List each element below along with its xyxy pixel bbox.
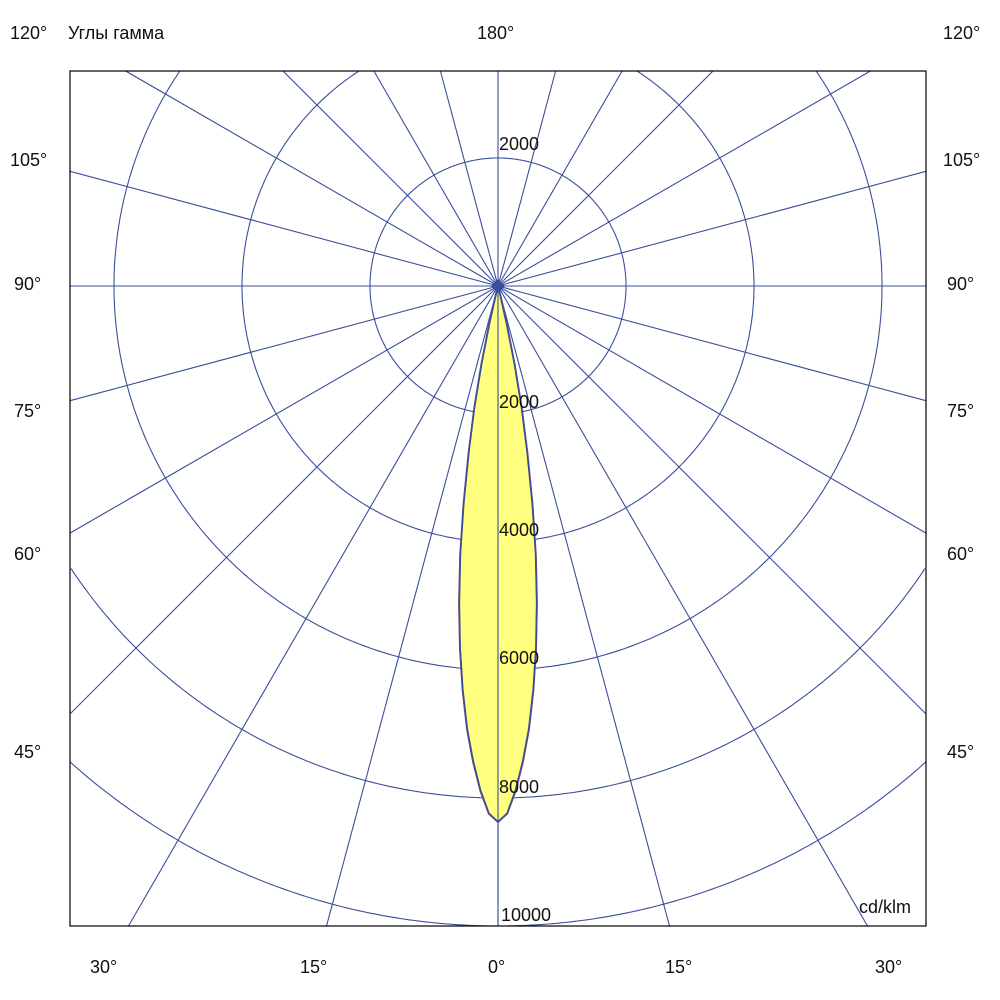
grid-spoke	[497, 170, 927, 287]
left-angle-label: 60°	[14, 544, 42, 564]
right-angle-label: 120°	[943, 23, 981, 43]
grid-spoke	[497, 70, 714, 287]
right-angle-label: 105°	[943, 150, 981, 170]
right-angle-label: 90°	[947, 274, 975, 294]
grid-spoke	[282, 70, 499, 287]
grid-spoke	[439, 70, 499, 287]
bottom-angle-label: 0°	[488, 957, 506, 977]
right-angle-label: 75°	[947, 401, 975, 421]
radial-tick-label: 8000	[499, 777, 540, 797]
grid-spoke	[325, 285, 499, 927]
radial-tick-label: 6000	[499, 648, 540, 668]
grid-spoke	[69, 285, 499, 402]
top-angle-label: 180°	[477, 23, 515, 43]
bottom-angle-label: 15°	[665, 957, 693, 977]
right-angle-label: 45°	[947, 742, 975, 762]
grid-spoke	[497, 285, 927, 534]
grid-spoke	[128, 285, 499, 927]
grid-spoke	[125, 70, 499, 287]
grid-ring	[113, 71, 883, 671]
grid-spoke	[497, 70, 557, 287]
left-angle-label: 120°	[10, 23, 48, 43]
bottom-angle-label: 15°	[300, 957, 328, 977]
bottom-angle-label: 30°	[90, 957, 118, 977]
radial-tick-label: 2000	[499, 134, 540, 154]
radial-tick-label: 4000	[499, 520, 540, 540]
grid-spoke	[497, 70, 871, 287]
left-angle-label: 45°	[14, 742, 42, 762]
grid-spoke	[69, 285, 499, 715]
plot-frame	[69, 70, 927, 927]
chart-title: Углы гамма	[68, 23, 165, 43]
bottom-angle-label: 30°	[875, 957, 903, 977]
left-angle-label: 90°	[14, 274, 42, 294]
unit-label: cd/klm	[859, 897, 912, 917]
grid-spoke	[497, 285, 868, 927]
left-angle-label: 75°	[14, 401, 42, 421]
grid-spoke	[497, 285, 927, 715]
center-marker	[490, 278, 506, 294]
grid-spoke	[497, 285, 671, 927]
grid-spoke	[69, 285, 499, 534]
grid-ring	[241, 70, 755, 543]
radial-tick-label: 2000	[499, 392, 540, 412]
grid-spoke	[497, 70, 623, 287]
radial-tick-label: 10000	[501, 905, 552, 925]
right-angle-label: 60°	[947, 544, 975, 564]
left-angle-label: 105°	[10, 150, 48, 170]
plot-area	[69, 70, 927, 927]
grid-spoke	[497, 285, 927, 402]
grid-spoke	[373, 70, 499, 287]
grid-spoke	[69, 170, 499, 287]
